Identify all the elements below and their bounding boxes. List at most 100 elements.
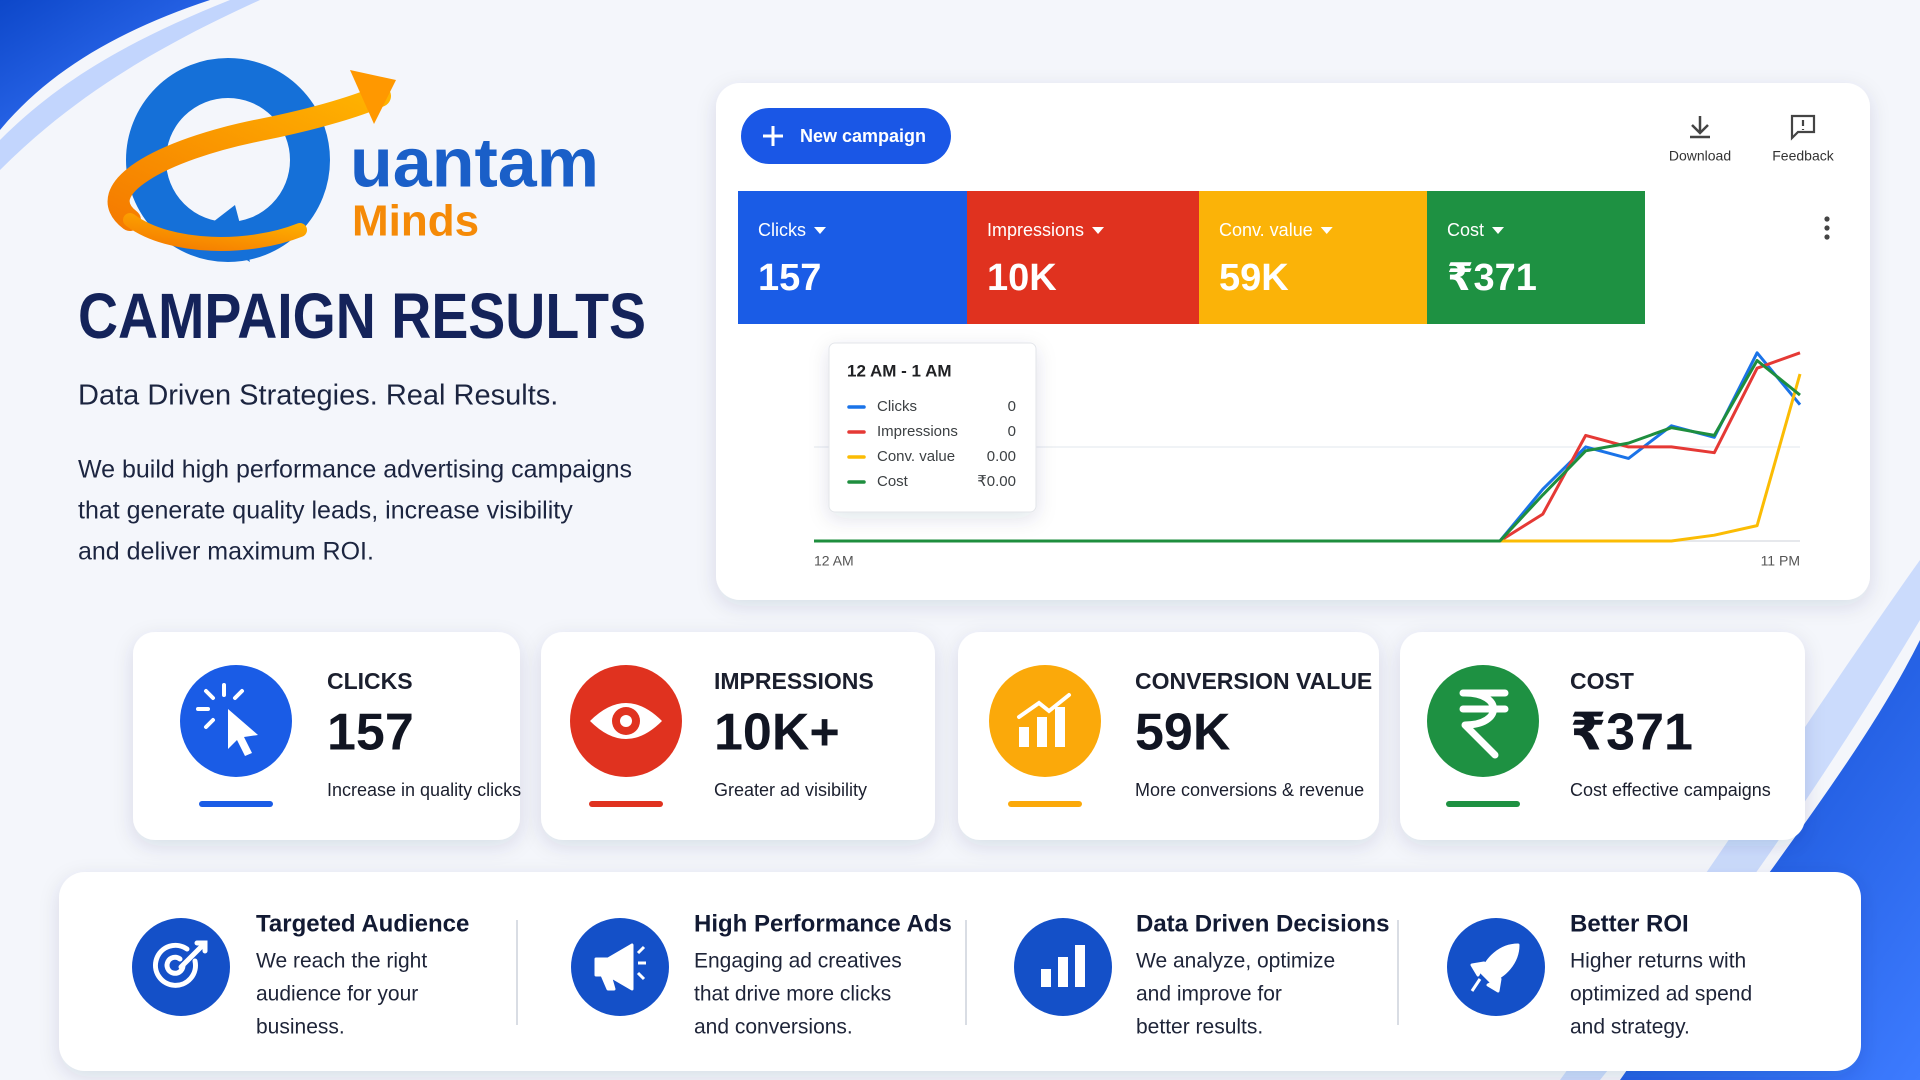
chart: 12 AM 11 PM <box>814 351 1802 569</box>
stat-label: CONVERSION VALUE <box>1135 668 1372 694</box>
stat-icon <box>1459 689 1509 759</box>
metric-label: Cost <box>1447 220 1484 240</box>
feature-text: and strategy. <box>1570 1016 1690 1039</box>
tooltip-value: 0.00 <box>987 448 1016 465</box>
description-line: that generate quality leads, increase vi… <box>78 497 573 525</box>
stat-label: CLICKS <box>327 668 413 694</box>
feature-text: optimized ad spend <box>1570 983 1752 1006</box>
corner-swoosh <box>1560 560 1920 1080</box>
feature-text: Higher returns with <box>1570 950 1746 973</box>
metric-value: 59K <box>1219 257 1289 299</box>
feature-text: and improve for <box>1136 983 1282 1006</box>
tooltip-label: Impressions <box>877 423 958 440</box>
metric-label: Clicks <box>758 220 806 240</box>
feature-text: We reach the right <box>256 950 427 973</box>
metric-tile[interactable] <box>1427 191 1645 324</box>
download-icon[interactable] <box>1690 116 1710 139</box>
logo <box>107 58 396 262</box>
stat-underline <box>1446 801 1520 807</box>
more-menu[interactable] <box>1824 216 1830 240</box>
tooltip-value: ₹0.00 <box>977 473 1016 490</box>
tooltip-title: 12 AM - 1 AM <box>847 361 952 380</box>
x-tick-label: 12 AM <box>814 553 854 569</box>
stat-icon <box>1019 707 1065 747</box>
stat-caption: More conversions & revenue <box>1135 780 1364 800</box>
new-campaign-label: New campaign <box>800 126 926 146</box>
feature-icon <box>594 943 646 991</box>
stat-cards: CLICKS 157 Increase in quality clicks IMPRE… <box>133 632 1805 840</box>
logo-arrow <box>350 70 396 124</box>
description-line: and deliver maximum ROI. <box>78 538 374 566</box>
stat-underline <box>589 801 663 807</box>
stat-underline <box>1008 801 1082 807</box>
stat-icon-rays <box>196 683 244 729</box>
logo-swoosh <box>107 85 391 231</box>
tooltip-box <box>828 342 1037 513</box>
download-label[interactable]: Download <box>1669 148 1731 164</box>
metric-tiles: Clicks 157 Impressions 10K Conv. value 59K Cos… <box>738 191 1645 324</box>
tooltip-value: 0 <box>1008 398 1016 415</box>
brand-sub: Minds <box>352 197 479 246</box>
stat-icon <box>228 709 258 756</box>
stat-label: COST <box>1570 668 1634 694</box>
dropdown-caret <box>1092 227 1105 234</box>
feature-title: Better ROI <box>1570 910 1689 937</box>
feature-text: and conversions. <box>694 1016 853 1039</box>
dropdown-caret <box>814 227 826 234</box>
stat-value: 10K+ <box>714 704 840 762</box>
stat-caption: Greater ad visibility <box>714 780 867 800</box>
metric-label: Impressions <box>987 220 1084 240</box>
dropdown-caret <box>1492 227 1505 234</box>
stat-caption: Increase in quality clicks <box>327 780 521 800</box>
stat-icon-arrow <box>1017 693 1071 719</box>
feedback-label[interactable]: Feedback <box>1772 148 1834 164</box>
description-line: We build high performance advertising ca… <box>78 456 632 484</box>
metric-label: Conv. value <box>1219 220 1313 240</box>
stat-underline <box>199 801 273 807</box>
hero-description: We build high performance advertising ca… <box>78 456 632 566</box>
new-campaign-button[interactable] <box>741 108 951 164</box>
feature-icon <box>1470 943 1520 993</box>
feature-title: Data Driven Decisions <box>1136 910 1389 937</box>
metric-value: 157 <box>758 257 821 299</box>
tooltip-label: Clicks <box>877 398 917 415</box>
logo-swoosh <box>123 213 307 251</box>
stat-value: 157 <box>327 704 414 762</box>
feedback-icon[interactable] <box>1790 114 1816 141</box>
stat-value: 59K <box>1135 704 1231 762</box>
feature-text: that drive more clicks <box>694 983 891 1006</box>
feature-text: We analyze, optimize <box>1136 950 1335 973</box>
feature-icon <box>152 940 208 988</box>
feature-text: better results. <box>1136 1016 1263 1039</box>
feature-title: High Performance Ads <box>694 910 952 937</box>
plus-icon <box>763 126 783 146</box>
series-line <box>814 359 1801 543</box>
feature-text: Engaging ad creatives <box>694 950 902 973</box>
stat-caption: Cost effective campaigns <box>1570 780 1771 800</box>
metric-tile[interactable] <box>967 191 1199 324</box>
corner-swoosh <box>0 0 210 130</box>
dropdown-caret <box>1320 227 1333 234</box>
hero-title: CAMPAIGN RESULTS <box>78 280 646 352</box>
feature-title: Targeted Audience <box>256 910 469 937</box>
feature-icon <box>1041 945 1085 987</box>
stat-value: ₹371 <box>1570 704 1693 762</box>
brand-name: uantam <box>350 123 599 201</box>
feature-text: audience for your <box>256 983 418 1006</box>
metric-value: ₹371 <box>1447 257 1537 299</box>
hero-tagline: Data Driven Strategies. Real Results. <box>78 380 558 412</box>
feature-text: business. <box>256 1016 345 1039</box>
metric-tile[interactable] <box>1199 191 1427 324</box>
features-panel <box>59 872 1861 1071</box>
tooltip-value: 0 <box>1008 423 1016 440</box>
stat-icon-pupil-core <box>620 715 632 727</box>
stat-label: IMPRESSIONS <box>714 668 874 694</box>
x-tick-label: 11 PM <box>1761 553 1800 569</box>
tooltip-label: Cost <box>877 473 909 490</box>
tooltip-label: Conv. value <box>877 448 955 465</box>
chart-tooltip: 12 AM - 1 AM Clicks 0 Impressions 0 Conv. val… <box>828 342 1037 513</box>
metric-value: 10K <box>987 257 1057 299</box>
features: Targeted Audience We reach the right audie… <box>132 910 1752 1039</box>
metric-tile[interactable] <box>738 191 967 324</box>
